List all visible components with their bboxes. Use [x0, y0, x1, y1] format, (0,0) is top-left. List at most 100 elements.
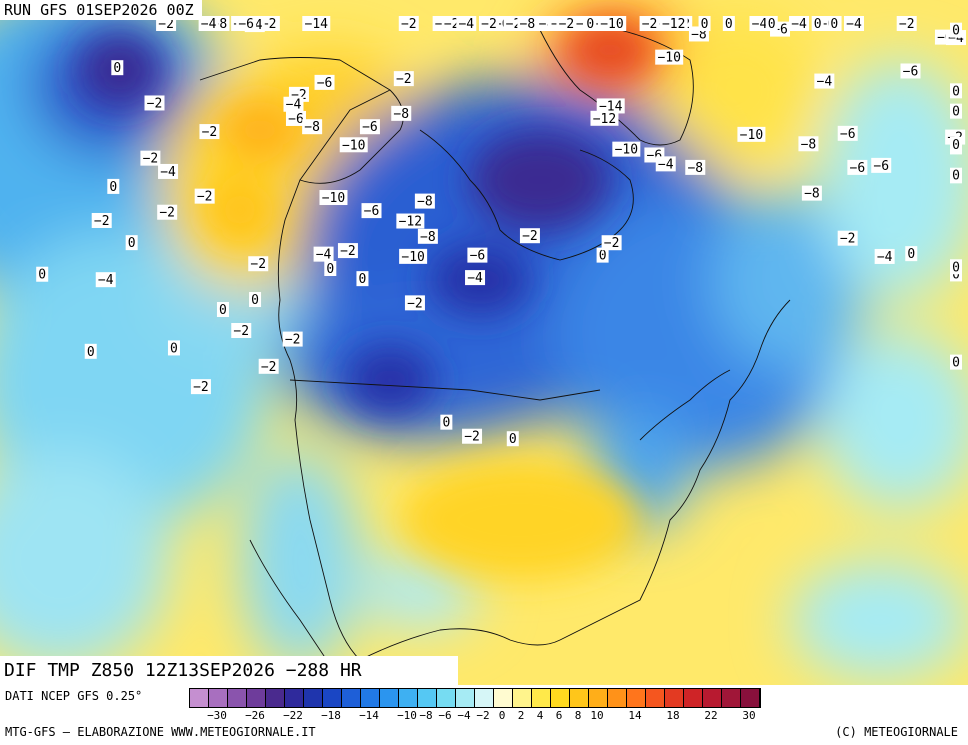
legend-swatch — [456, 689, 475, 707]
contour-label-box — [356, 271, 369, 287]
contour-label-text: −2 — [464, 430, 480, 445]
contour-label: −12 — [396, 213, 425, 230]
contour-label-box — [95, 272, 116, 288]
contour-label-text: 0 — [952, 138, 960, 153]
contour-label-text: −4 — [286, 98, 302, 113]
contour-label-box — [248, 256, 269, 272]
contour-label: −4 — [198, 16, 219, 32]
legend-swatch — [342, 689, 361, 707]
contour-label-box — [950, 103, 962, 119]
contour-label-box — [282, 331, 303, 347]
contour-label-text: −2 — [250, 257, 266, 272]
contour-label: −10 — [597, 16, 626, 32]
contour-label-box — [655, 49, 684, 65]
contour-label-box — [950, 259, 962, 275]
contour-label-box — [837, 125, 858, 141]
contour-label-text: −6 — [317, 76, 333, 91]
contour-label-box — [950, 354, 962, 370]
data-source-label: DATI NCEP GFS 0.25° — [5, 689, 143, 703]
contour-label: 0 — [584, 16, 597, 32]
contour-label-box — [462, 428, 483, 444]
legend-swatch — [570, 689, 589, 707]
contour-label-text: −12 — [399, 215, 422, 230]
contour-label-box — [91, 212, 112, 228]
contour-label-text: −8 — [804, 187, 820, 202]
contour-label-box — [324, 261, 337, 277]
contour-label-box — [359, 119, 380, 135]
legend-swatch — [513, 689, 532, 707]
contour-label: 0 — [950, 103, 962, 120]
contour-label-text: −2 — [522, 229, 538, 244]
contour-label: −2 — [639, 16, 660, 32]
contour-label-box — [811, 16, 824, 31]
contour-label-box — [194, 188, 215, 204]
contour-label-box — [313, 246, 334, 262]
legend-tick-label: −4 — [457, 709, 471, 722]
contour-label: −2 — [837, 230, 858, 247]
contour-label-text: −4 — [877, 250, 893, 265]
contour-label: 0 — [36, 266, 49, 283]
contour-label-box — [519, 228, 540, 244]
contour-label-box — [843, 16, 864, 31]
contour-label-text: −4 — [201, 17, 217, 32]
contour-label-text: −4 — [316, 248, 332, 263]
contour-label-box — [828, 16, 841, 31]
legend-swatch — [266, 689, 285, 707]
legend-tick-label: 30 — [742, 709, 756, 722]
contour-label-box — [361, 203, 382, 219]
contour-label-text: 0 — [725, 17, 733, 32]
contour-label-box — [737, 126, 766, 142]
legend-swatch — [380, 689, 399, 707]
contour-label-text: −8 — [691, 27, 707, 42]
legend-tick-label: −8 — [419, 709, 433, 722]
contour-label-text: −2 — [444, 17, 460, 32]
contour-label: −4 — [874, 248, 895, 265]
contour-label: 0 — [356, 271, 369, 287]
contour-label-box — [158, 163, 179, 179]
contour-label-box — [302, 16, 331, 31]
contour-label: −2 — [282, 331, 303, 348]
legend-swatch — [703, 689, 722, 707]
contour-label-box — [456, 16, 477, 31]
legend-swatch — [209, 689, 228, 707]
contour-label-text: −4 — [98, 273, 114, 288]
contour-label-text: −8 — [687, 161, 703, 176]
contour-label-box — [302, 119, 323, 135]
anomaly-cores — [80, 20, 655, 580]
contour-label-box — [517, 16, 538, 31]
contour-label: −4 — [749, 16, 770, 32]
contour-label-text: −2 — [94, 214, 110, 229]
legend-swatch — [304, 689, 323, 707]
contour-label-text: 0 — [768, 17, 776, 32]
contour-label: 0 — [84, 343, 97, 360]
contour-label: 0 — [324, 261, 337, 277]
legend-tick-label: 0 — [498, 709, 506, 722]
contour-label-box — [140, 150, 161, 166]
contour-label-box — [258, 358, 279, 374]
legend-swatch — [627, 689, 646, 707]
contour-label-box — [639, 16, 660, 31]
legend-swatch — [532, 689, 551, 707]
contour-label-box — [601, 235, 622, 251]
legend-swatch — [646, 689, 665, 707]
contour-label: −6 — [467, 247, 488, 264]
contour-label: −2 — [140, 150, 161, 167]
contour-label-text: −2 — [202, 125, 218, 140]
contour-label: 0 — [811, 16, 824, 32]
legend-swatch — [475, 689, 494, 707]
contour-label-text: −4 — [817, 75, 833, 90]
contour-label: −2 — [478, 16, 499, 32]
temperature-anomaly-map: −14−16−14−10−8−12−2−4−6−8−4−20−2−2−2−4−2… — [0, 0, 968, 685]
contour-label: −2 — [337, 243, 358, 259]
contour-label: −8 — [801, 185, 822, 202]
contour-label-text: 0 — [599, 249, 607, 264]
contour-label-text: −4 — [458, 17, 474, 32]
contour-label-box — [698, 16, 711, 31]
contour-label-box — [722, 16, 735, 31]
contour-label-text: −14 — [305, 17, 329, 32]
contour-label-text: −2 — [261, 360, 277, 375]
contour-label-box — [314, 74, 335, 90]
contour-label-text: −6 — [850, 161, 866, 176]
contour-label-text: −8 — [393, 107, 409, 122]
contour-label-box — [404, 295, 425, 311]
